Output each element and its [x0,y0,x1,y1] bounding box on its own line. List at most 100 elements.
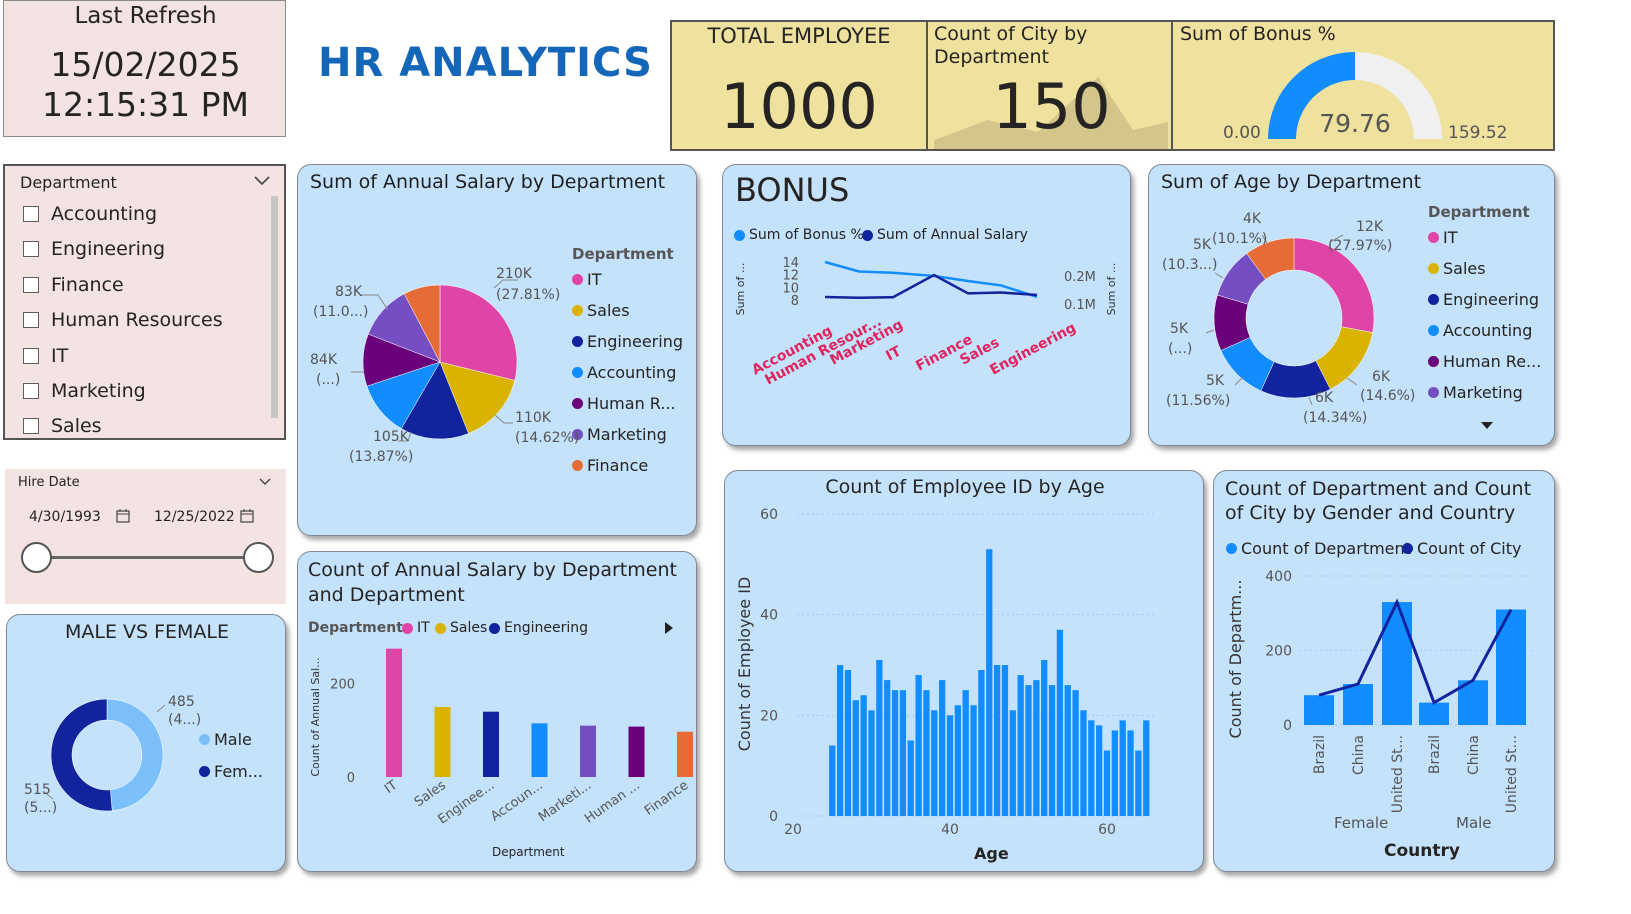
histogram-bar[interactable] [970,705,977,816]
histogram-bar[interactable] [1001,665,1009,816]
gender-donut-chart[interactable] [7,615,286,872]
checkbox[interactable] [23,347,39,364]
histogram-bar[interactable] [836,665,844,816]
histogram-bar[interactable] [1080,710,1087,816]
bar-count-department[interactable] [1419,702,1449,725]
histogram-bar[interactable] [1143,720,1150,816]
slicer-item-human-resources[interactable]: Human Resources [23,308,223,332]
histogram-bar[interactable] [978,670,985,816]
legend-bonus-pct[interactable]: Sum of Bonus % [734,227,864,243]
histogram-bar[interactable] [884,680,891,816]
checkbox[interactable] [23,312,39,329]
slicer-scrollbar[interactable] [271,196,278,418]
bar[interactable] [580,725,596,777]
age-hist-chart[interactable]: 0 20 40 60 20 40 60 Count of Employee ID [725,471,1204,872]
calendar-icon[interactable] [116,509,130,523]
checkbox[interactable] [23,206,39,222]
bar[interactable] [531,723,548,777]
bar-count-department[interactable] [1343,684,1373,725]
histogram-bar[interactable] [946,715,954,816]
histogram-bar[interactable] [907,740,914,817]
calendar-icon[interactable] [240,509,254,523]
series-line-count-city[interactable] [1318,598,1513,705]
histogram-bar[interactable] [1135,750,1142,816]
histogram-bar[interactable] [1048,685,1056,816]
legend-item[interactable]: Sales [1428,259,1486,278]
legend-engineering[interactable]: Engineering [489,620,588,636]
histogram-bar[interactable] [1017,675,1024,816]
histogram-bar[interactable] [993,665,1001,816]
legend-item[interactable]: Engineering [1428,290,1539,309]
legend-male[interactable]: Male [199,730,252,749]
bar[interactable] [677,731,693,777]
series-line-salary[interactable] [824,273,1038,300]
salary-slice-0[interactable] [439,284,518,381]
bar[interactable] [483,711,499,777]
legend-item[interactable]: Human R... [572,394,676,413]
bar[interactable] [386,648,402,777]
histogram-bar[interactable] [829,745,836,816]
histogram-bar[interactable] [1041,659,1048,816]
histogram-bar[interactable] [986,549,993,816]
hire-date-end[interactable]: 12/25/2022 [154,509,235,525]
date-range-end-handle[interactable] [243,542,274,573]
salary-slice-1[interactable] [439,361,516,434]
histogram-bar[interactable] [939,680,946,816]
histogram-bar[interactable] [1033,680,1040,816]
histogram-bar[interactable] [1009,710,1016,816]
histogram-bar[interactable] [1103,750,1111,816]
bar[interactable] [434,707,451,777]
gender-slice-1[interactable] [50,698,113,812]
slicer-item-it[interactable]: IT [23,344,68,368]
legend-count-department[interactable]: Count of Department [1226,539,1411,558]
checkbox[interactable] [23,418,39,435]
histogram-bar[interactable] [876,659,883,816]
histogram-bar[interactable] [954,705,961,816]
legend-item[interactable]: Accounting [1428,321,1532,340]
legend-female[interactable]: Fem... [199,762,263,781]
histogram-bar[interactable] [899,690,907,816]
histogram-bar[interactable] [844,670,852,816]
histogram-bar[interactable] [915,675,922,816]
slicer-item-engineering[interactable]: Engineering [23,237,165,261]
histogram-bar[interactable] [962,690,969,816]
department-slicer[interactable]: Department Accounting Engineering Finance H… [3,164,286,440]
legend-annual-salary[interactable]: Sum of Annual Salary [862,227,1028,243]
histogram-bar[interactable] [1127,730,1134,816]
histogram-bar[interactable] [1119,720,1126,816]
histogram-bar[interactable] [891,690,899,816]
date-range-start-handle[interactable] [21,542,52,573]
legend-item[interactable]: Human Re... [1428,352,1541,371]
legend-item[interactable]: Marketing [1428,383,1523,402]
bar-count-department[interactable] [1304,695,1334,725]
age-slice-6[interactable] [1246,237,1295,280]
histogram-bar[interactable] [1056,629,1064,816]
histogram-bar[interactable] [1025,685,1032,816]
histogram-bar[interactable] [1064,685,1071,816]
checkbox[interactable] [23,383,39,399]
bar-count-department[interactable] [1382,602,1412,725]
salary-slice-6[interactable] [403,284,441,363]
histogram-bar[interactable] [868,710,875,816]
histogram-bar[interactable] [923,690,930,816]
legend-item[interactable]: IT [572,270,602,289]
histogram-bar[interactable] [852,700,859,816]
histogram-bar[interactable] [1111,730,1118,816]
chevron-down-icon[interactable] [259,478,271,486]
bar[interactable] [628,726,645,777]
legend-it[interactable]: IT [402,620,430,636]
age-donut-chart[interactable] [1149,165,1555,446]
histogram-bar[interactable] [1072,690,1079,816]
slicer-item-sales[interactable]: Sales [23,414,102,438]
slicer-item-marketing[interactable]: Marketing [23,379,146,403]
gender-country-chart[interactable]: 0 200 400 Count of Departm... Brazil China Uni… [1214,471,1555,872]
checkbox[interactable] [23,276,39,293]
slicer-item-accounting[interactable]: Accounting [23,202,157,226]
salary-slice-2[interactable] [400,361,469,440]
salary-pie-chart[interactable] [298,165,697,536]
legend-item[interactable]: IT [1428,228,1458,247]
histogram-bar[interactable] [1088,720,1095,816]
slicer-item-finance[interactable]: Finance [23,273,124,297]
gender-slice-0[interactable] [106,698,164,812]
